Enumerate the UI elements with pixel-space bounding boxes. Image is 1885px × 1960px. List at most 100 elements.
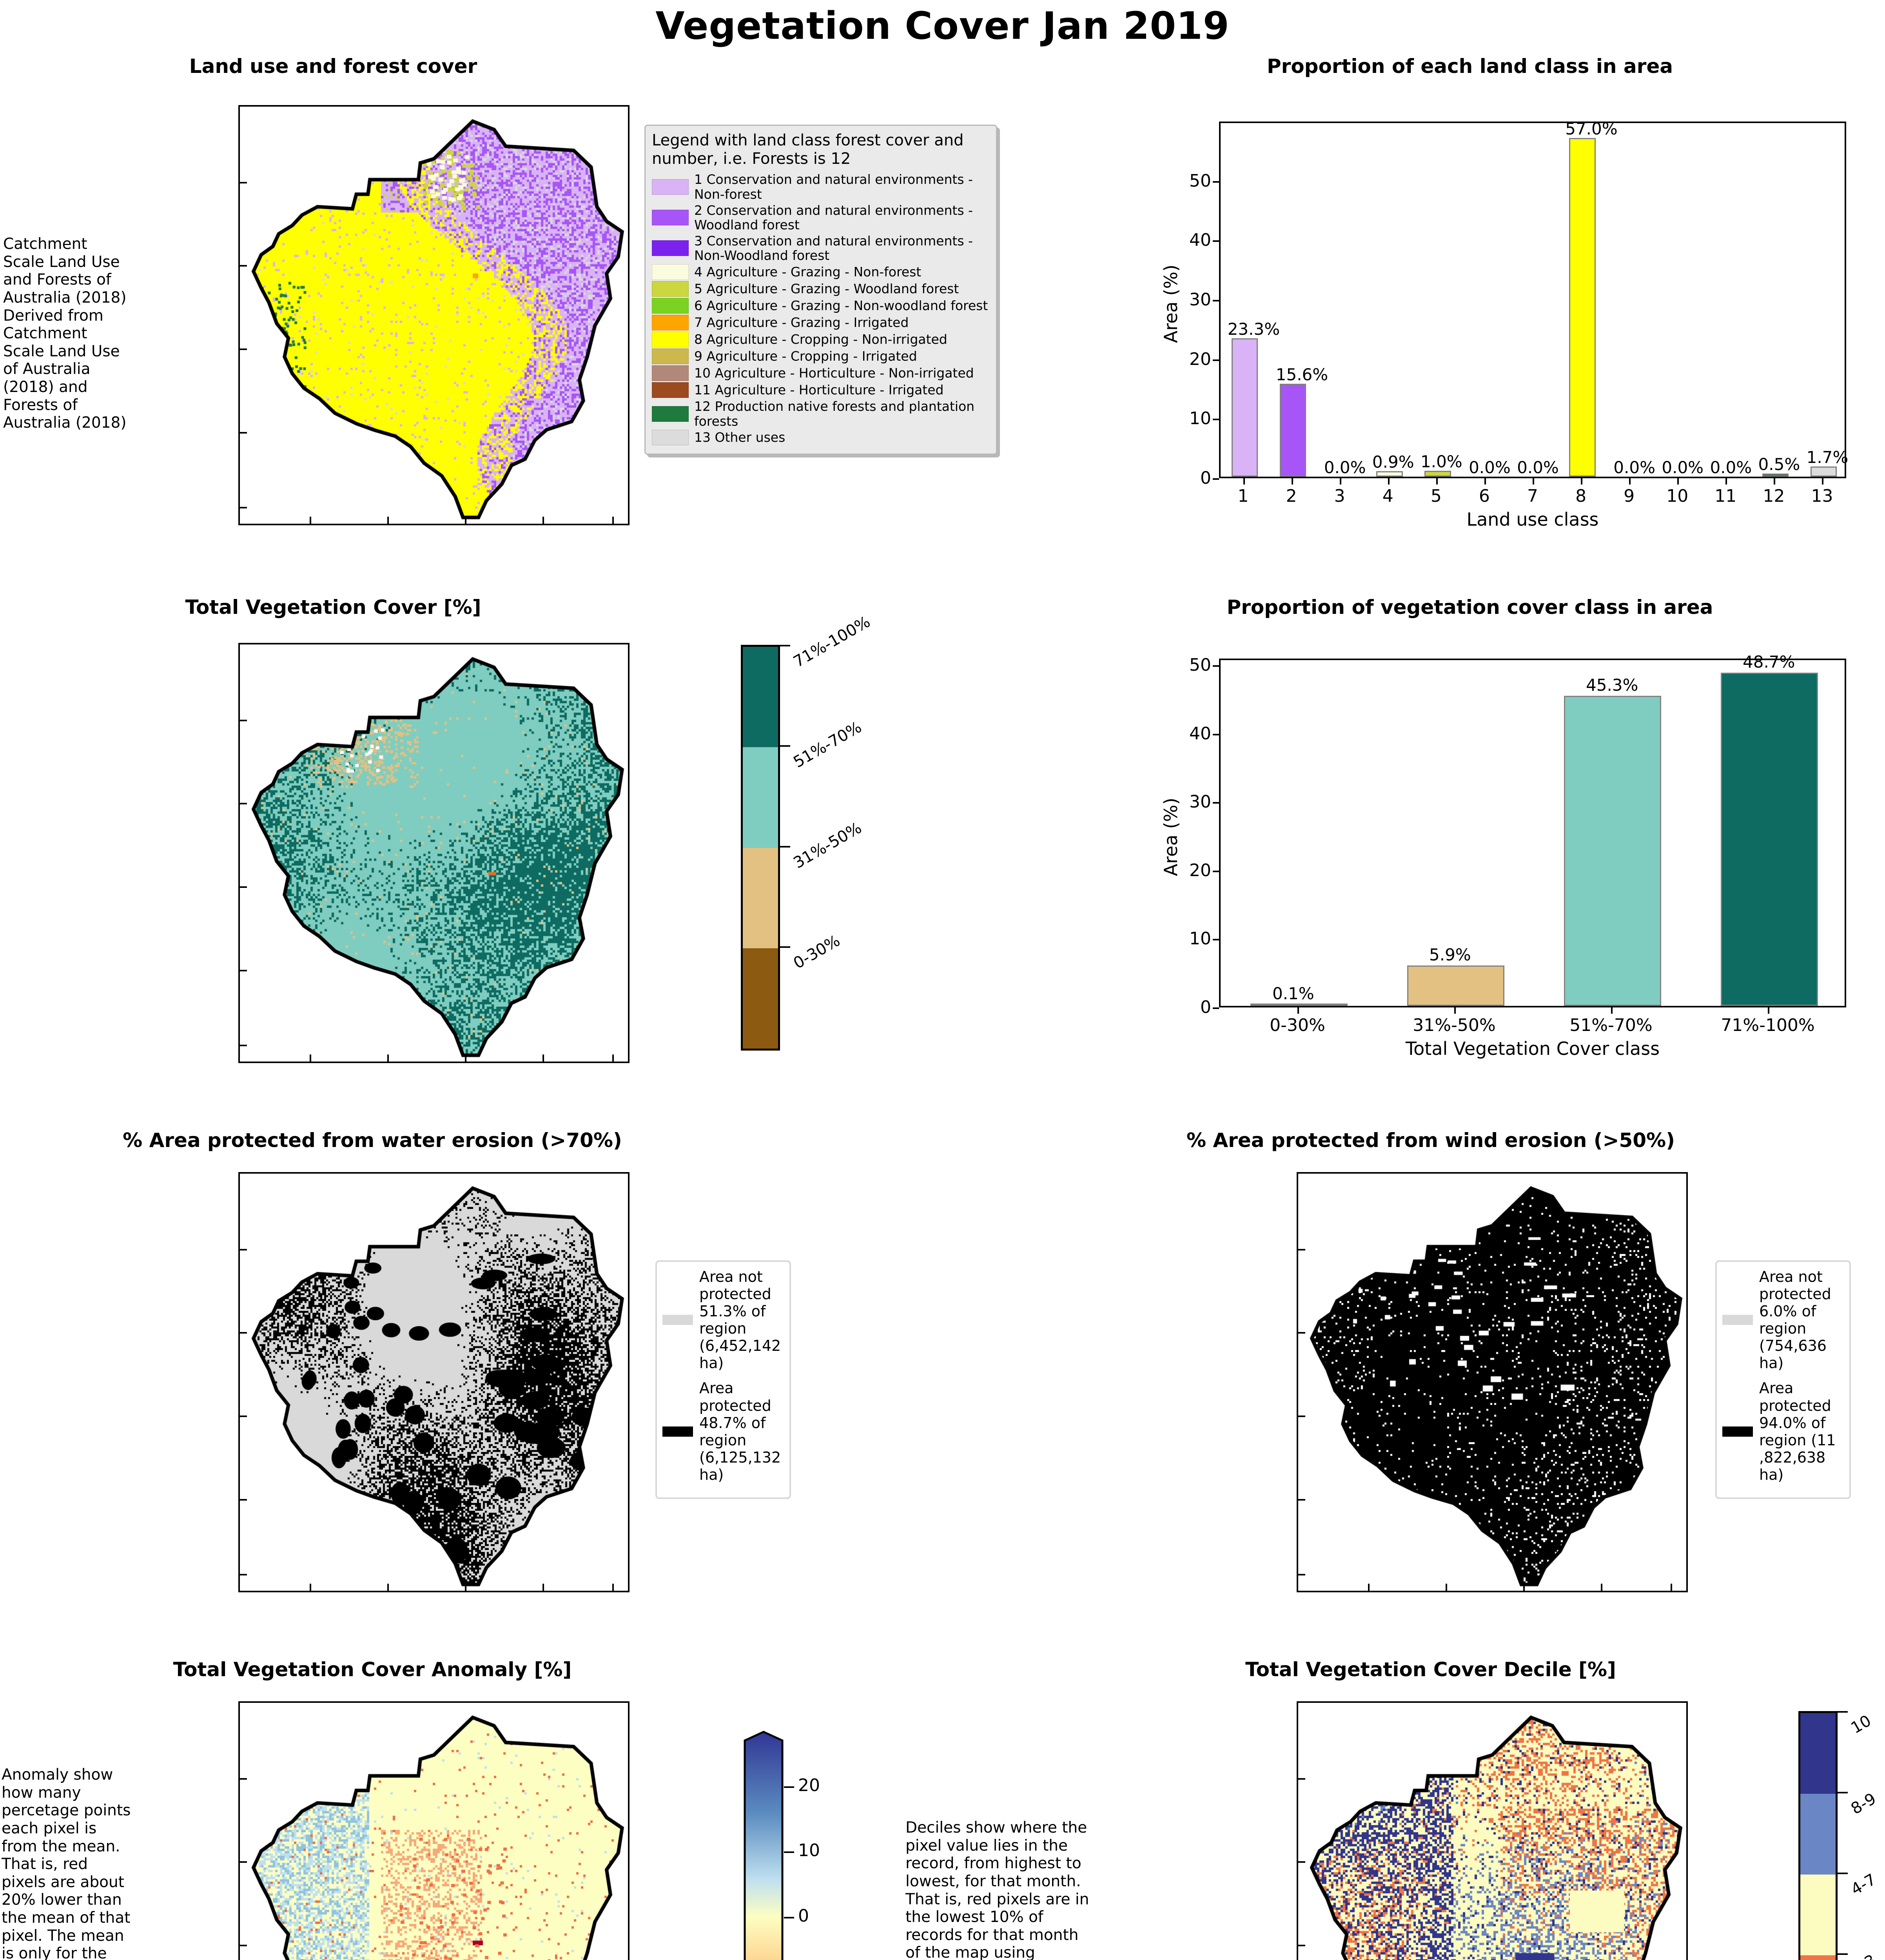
x-tick-label: 51%-70% bbox=[1569, 1015, 1653, 1035]
land-class-swatch bbox=[652, 298, 689, 314]
y-tick-label: 50 bbox=[1189, 655, 1211, 675]
land-use-map-axes bbox=[238, 105, 630, 525]
decile-note: Deciles show where the pixel value lies … bbox=[905, 1819, 1089, 1960]
x-tick bbox=[1243, 478, 1245, 485]
bar-value-label: 0.0% bbox=[1469, 458, 1511, 477]
protection-legend-item: Area protected 94.0% of region (11 ,822,… bbox=[1722, 1379, 1844, 1483]
land-class-label: 8 Agriculture - Cropping - Non-irrigated bbox=[694, 332, 947, 347]
map-axis-tick bbox=[240, 507, 247, 509]
land-class-legend-item: 7 Agriculture - Grazing - Irrigated bbox=[652, 315, 990, 331]
bar-value-label: 0.1% bbox=[1272, 984, 1314, 1003]
x-tick-label: 10 bbox=[1666, 486, 1689, 506]
x-tick-label: 8 bbox=[1575, 486, 1587, 506]
y-tick bbox=[1213, 240, 1219, 242]
protection-legend-item: Area not protected 6.0% of region (754,6… bbox=[1722, 1268, 1844, 1372]
map-axis-tick bbox=[240, 969, 247, 971]
y-tick bbox=[1213, 870, 1219, 872]
x-tick bbox=[1291, 478, 1293, 485]
protection-swatch bbox=[662, 1426, 693, 1437]
protection-label: Area protected 94.0% of region (11 ,822,… bbox=[1759, 1379, 1836, 1483]
y-tick-label: 20 bbox=[1189, 860, 1211, 880]
x-tick-label: 13 bbox=[1811, 486, 1833, 506]
bar-value-label: 0.0% bbox=[1710, 458, 1752, 477]
map-axis-tick bbox=[1298, 1945, 1305, 1947]
land-class-swatch bbox=[652, 210, 689, 226]
map-axis-tick bbox=[1298, 1574, 1305, 1576]
water-erosion-legend: Area not protected 51.3% of region (6,45… bbox=[655, 1260, 791, 1499]
x-axis-label: Total Vegetation Cover class bbox=[1405, 1038, 1660, 1059]
land-class-label: 6 Agriculture - Grazing - Non-woodland f… bbox=[694, 298, 988, 314]
colorbar-label: 71%-100% bbox=[790, 613, 874, 671]
map-axis-tick bbox=[240, 1416, 247, 1417]
colorbar-label: 2-3 bbox=[1848, 1951, 1880, 1960]
land-class-label: 10 Agriculture - Horticulture - Non-irri… bbox=[694, 365, 974, 381]
bar bbox=[1762, 474, 1789, 477]
chart-plot-area bbox=[1219, 122, 1846, 478]
anomaly-colorbar-label: 10 bbox=[798, 1840, 820, 1861]
chart-plot-area bbox=[1219, 659, 1846, 1007]
colorbar-tick bbox=[1838, 1792, 1848, 1793]
protection-legend-item: Area protected 48.7% of region (6,125,13… bbox=[662, 1379, 784, 1483]
x-tick bbox=[1629, 478, 1631, 485]
map-axis-tick bbox=[1671, 1584, 1673, 1591]
panel-title-veg-cover-map: Total Vegetation Cover [%] bbox=[185, 596, 481, 619]
veg-class-bar-chart: 0.1% 0-30% 5.9% 31%-50% 45.3% 51%-70% 48.7% 71%… bbox=[1137, 635, 1862, 1074]
colorbar-tick bbox=[780, 645, 790, 646]
y-tick bbox=[1213, 478, 1219, 480]
land-class-label: 3 Conservation and natural environments … bbox=[694, 233, 973, 263]
map-axis-tick bbox=[240, 719, 247, 721]
veg-cover-map-axes bbox=[238, 643, 630, 1063]
colorbar-label: 4-7 bbox=[1848, 1870, 1880, 1899]
x-tick-label: 3 bbox=[1334, 486, 1345, 506]
colorbar-tick bbox=[780, 745, 790, 747]
page-title: Vegetation Cover Jan 2019 bbox=[655, 4, 1230, 48]
map-axis-tick bbox=[240, 1574, 247, 1576]
y-tick bbox=[1213, 181, 1219, 183]
colorbar-tick bbox=[1838, 1953, 1848, 1955]
y-tick-label: 10 bbox=[1189, 408, 1211, 429]
bar bbox=[1810, 466, 1837, 477]
bar-value-label: 1.7% bbox=[1806, 448, 1849, 467]
x-tick bbox=[1822, 478, 1824, 485]
map-axis-tick bbox=[240, 432, 247, 434]
map-axis-tick bbox=[1298, 1778, 1305, 1780]
map-axis-tick bbox=[1298, 1416, 1305, 1417]
anomaly-colorbar-tick bbox=[784, 1917, 794, 1918]
map-axis-tick bbox=[387, 1054, 389, 1062]
land-class-label: 4 Agriculture - Grazing - Non-forest bbox=[694, 264, 922, 280]
land-class-label: 13 Other uses bbox=[694, 430, 786, 445]
colorbar-tick bbox=[1838, 1873, 1848, 1874]
map-axis-tick bbox=[240, 348, 247, 350]
colorbar-segment bbox=[1800, 1875, 1836, 1955]
bar-value-label: 0.0% bbox=[1662, 458, 1704, 477]
map-axis-tick bbox=[310, 1054, 312, 1062]
colorbar-segment bbox=[743, 647, 778, 748]
x-tick-label: 71%-100% bbox=[1721, 1015, 1815, 1035]
protection-swatch bbox=[662, 1315, 693, 1325]
map-axis-tick bbox=[240, 803, 247, 805]
land-class-label: 11 Agriculture - Horticulture - Irrigate… bbox=[694, 382, 944, 398]
x-tick-label: 2 bbox=[1286, 486, 1297, 506]
water-erosion-map-axes bbox=[238, 1172, 630, 1592]
map-axis-tick bbox=[387, 517, 389, 524]
land-class-legend-item: 3 Conservation and natural environments … bbox=[652, 233, 990, 263]
bar-value-label: 15.6% bbox=[1275, 365, 1328, 385]
y-tick-label: 0 bbox=[1200, 468, 1211, 488]
bar-value-label: 1.0% bbox=[1421, 452, 1462, 471]
protection-label: Area not protected 51.3% of region (6,45… bbox=[699, 1268, 781, 1372]
protection-label: Area protected 48.7% of region (6,125,13… bbox=[699, 1379, 781, 1483]
map-axis-tick bbox=[542, 1584, 544, 1591]
land-class-swatch bbox=[652, 315, 689, 331]
colorbar-label: 10 bbox=[1848, 1711, 1874, 1737]
land-class-label: 7 Agriculture - Grazing - Irrigated bbox=[694, 315, 909, 330]
map-axis-tick bbox=[542, 517, 544, 524]
colorbar-tick bbox=[780, 846, 790, 848]
map-axis-tick bbox=[1298, 1332, 1305, 1334]
land-class-label: 12 Production native forests and plantat… bbox=[694, 399, 975, 429]
x-tick-label: 31%-50% bbox=[1413, 1015, 1496, 1035]
land-class-label: 5 Agriculture - Grazing - Woodland fores… bbox=[694, 281, 959, 297]
x-tick-label: 9 bbox=[1624, 486, 1635, 506]
colorbar-label: 51%-70% bbox=[790, 718, 865, 772]
land-class-swatch bbox=[652, 382, 689, 398]
panel-title-land-class-chart: Proportion of each land class in area bbox=[1267, 55, 1673, 78]
